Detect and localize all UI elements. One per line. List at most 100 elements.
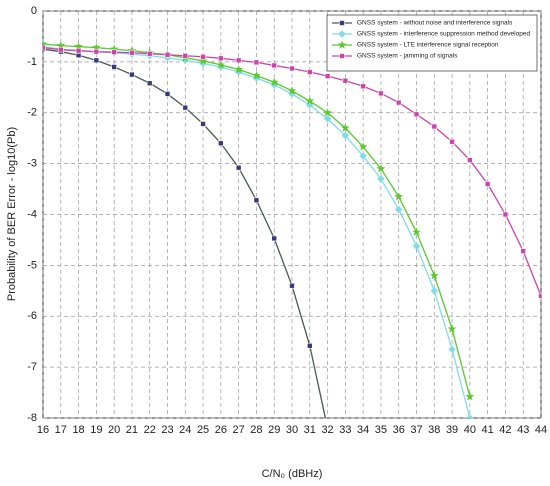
marker [235,57,242,64]
marker [339,20,345,26]
marker [465,391,475,401]
x-tick-label: 35 [375,424,387,436]
x-tick-label: 43 [517,424,529,436]
marker [129,71,135,78]
x-tick-label: 26 [215,424,227,436]
marker [271,62,278,69]
x-tick-label: 40 [464,424,476,436]
marker [447,324,457,333]
legend-box [326,14,538,72]
marker [164,91,171,97]
marker [200,121,206,127]
x-tick-label: 27 [233,424,245,436]
marker [146,50,153,57]
x-tick-label: 18 [72,424,84,436]
marker [182,104,189,111]
marker [395,99,402,106]
marker [306,342,313,349]
x-tick-label: 42 [499,424,511,436]
plot-series [43,39,541,418]
marker [338,30,346,38]
marker [323,107,333,117]
marker [164,51,171,58]
marker [216,60,226,69]
marker [289,282,295,289]
marker [341,131,350,140]
x-tick-label: 25 [197,424,209,436]
marker [412,242,421,250]
marker [198,56,208,65]
x-tick-label: 30 [286,424,298,436]
marker [466,414,474,418]
x-tick-label: 19 [90,424,102,436]
marker [359,152,367,160]
marker [502,211,509,218]
x-tick-label: 23 [161,424,173,436]
marker [251,70,261,80]
marker [395,205,403,214]
marker [75,47,82,54]
y-axis-label: Probability of BER Error - log10(Pb) [6,127,18,301]
marker [538,293,541,299]
marker [289,65,295,72]
legend-label: GNSS system - without noise and interfer… [357,20,513,27]
marker [93,48,100,55]
marker [111,64,117,70]
marker [360,83,366,90]
marker [337,40,347,49]
marker [253,59,260,66]
x-axis-label: C/N₀ (dBHz) [262,468,323,480]
marker [305,96,315,105]
marker [520,248,527,254]
x-tick-label: 20 [108,424,120,436]
marker [339,53,345,59]
marker [269,77,279,87]
marker [378,90,384,97]
marker [340,123,350,132]
y-tick-label: -3 [27,158,37,170]
x-tick-label: 32 [321,424,333,436]
marker [429,270,439,280]
x-tick-label: 21 [126,424,138,436]
x-tick-label: 37 [410,424,422,436]
y-tick-label: -8 [27,412,37,424]
legend-label: GNSS system - jamming of signals [357,53,458,60]
marker [358,142,368,151]
x-tick-label: 39 [446,424,458,436]
marker [484,181,491,187]
marker [235,164,242,171]
x-tick-label: 33 [339,424,351,436]
marker [271,235,278,242]
y-tick-label: -1 [27,56,37,68]
marker [57,46,64,53]
y-tick-label: -6 [27,310,37,322]
marker [324,73,331,79]
y-tick-label: -2 [27,107,37,119]
marker [43,44,46,51]
marker [394,191,404,201]
x-tick-label: 44 [535,424,547,436]
marker [287,86,297,95]
marker [323,115,332,123]
marker [93,57,100,64]
marker [430,287,438,295]
marker [413,111,420,118]
x-tick-label: 17 [55,424,67,436]
y-tick-label: -5 [27,259,37,271]
marker [218,140,224,147]
marker [376,163,386,173]
marker [431,123,438,130]
x-tick-label: 38 [428,424,440,436]
marker [253,197,260,204]
x-tick-label: 31 [304,424,316,436]
marker [306,69,313,75]
x-tick-label: 34 [357,424,369,436]
x-tick-label: 29 [268,424,280,436]
marker [342,77,349,84]
marker [182,52,189,59]
marker [449,138,455,145]
marker [129,49,135,56]
x-tick-label: 28 [250,424,262,436]
x-tick-label: 36 [393,424,405,436]
